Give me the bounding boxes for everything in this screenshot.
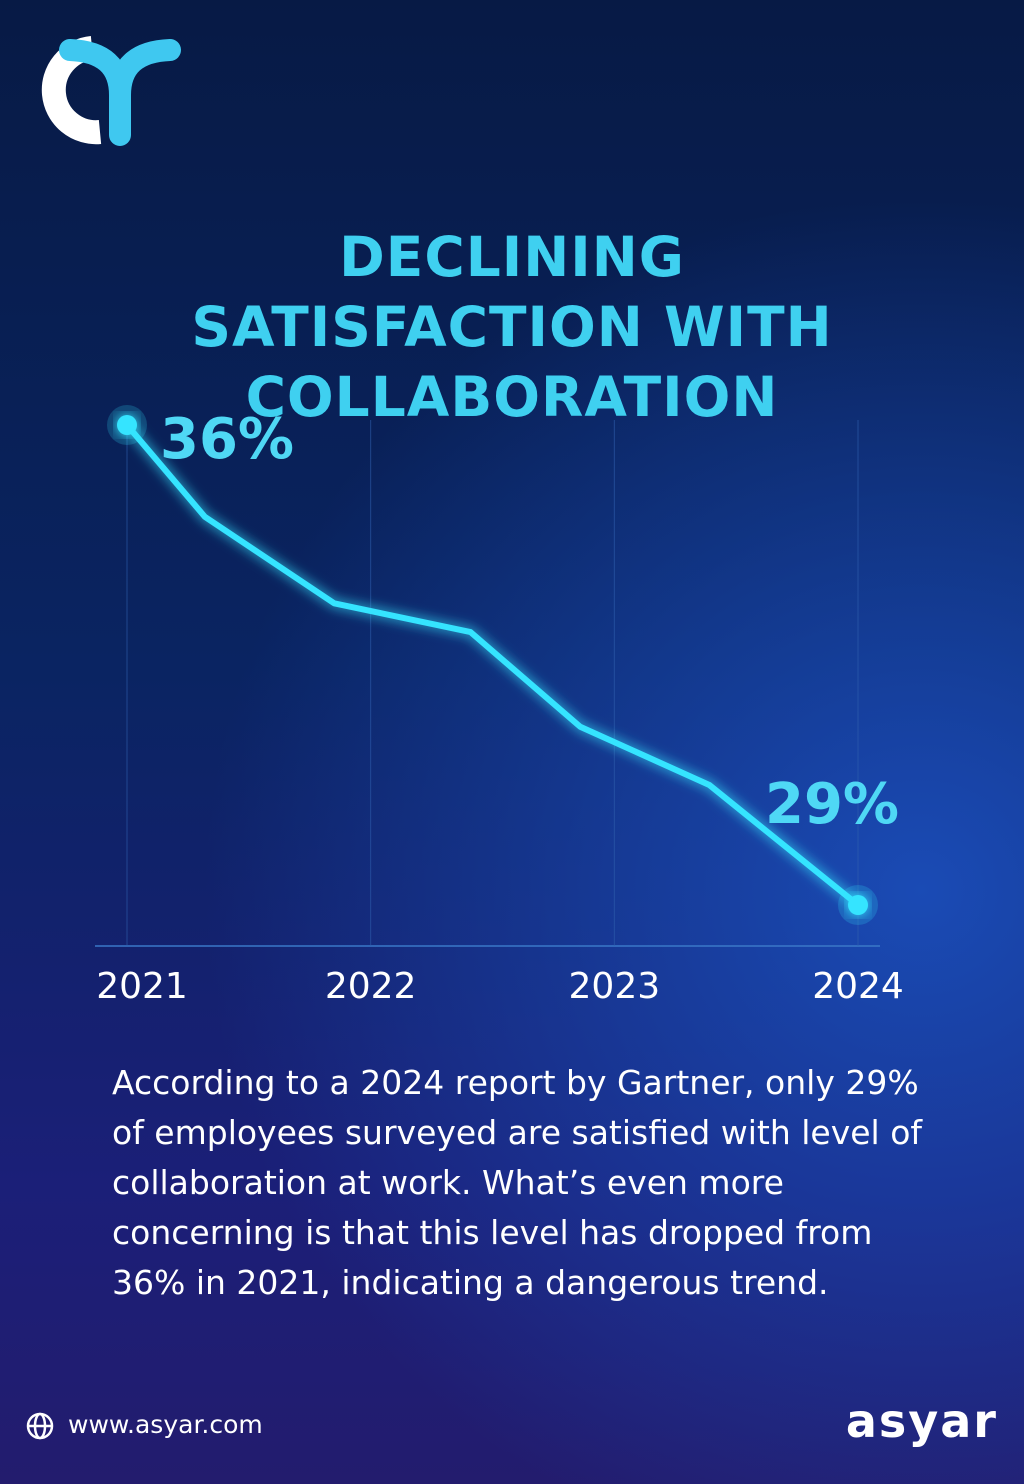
point <box>848 895 868 915</box>
line <box>124 423 860 908</box>
x-tick-label: 2024 <box>812 966 904 1007</box>
globe-icon <box>26 1412 54 1440</box>
x-tick-label: 2022 <box>325 966 417 1007</box>
x-tick-label: 2021 <box>96 966 188 1007</box>
x-tick-label: 2023 <box>569 966 661 1007</box>
point <box>117 415 137 435</box>
title: DECLINING SATISFACTION WITH COLLABORATIO… <box>191 225 833 429</box>
brand: asyar <box>845 1394 998 1448</box>
description: According to a 2024 report by Gartner, o… <box>112 1063 923 1302</box>
website: www.asyar.com <box>68 1410 263 1439</box>
value-label: 36% <box>160 407 294 472</box>
value-label: 29% <box>765 772 899 837</box>
logo <box>41 36 181 146</box>
